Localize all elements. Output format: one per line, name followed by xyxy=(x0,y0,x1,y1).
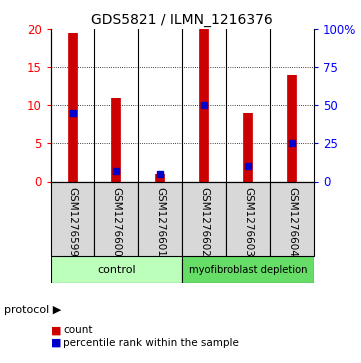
Text: GSM1276602: GSM1276602 xyxy=(199,187,209,257)
Bar xyxy=(51,256,182,283)
Text: GSM1276604: GSM1276604 xyxy=(287,187,297,257)
Bar xyxy=(95,182,138,256)
Text: myofibroblast depletion: myofibroblast depletion xyxy=(189,265,308,274)
Bar xyxy=(226,182,270,256)
Bar xyxy=(51,182,95,256)
Bar xyxy=(270,182,314,256)
Text: GSM1276600: GSM1276600 xyxy=(112,187,121,257)
Bar xyxy=(182,182,226,256)
Bar xyxy=(182,256,314,283)
Text: GSM1276603: GSM1276603 xyxy=(243,187,253,257)
Text: ■: ■ xyxy=(51,325,61,335)
Text: ■: ■ xyxy=(51,338,61,348)
Bar xyxy=(138,182,182,256)
Text: control: control xyxy=(97,265,136,274)
Text: GSM1276599: GSM1276599 xyxy=(68,187,78,257)
Title: GDS5821 / ILMN_1216376: GDS5821 / ILMN_1216376 xyxy=(91,13,273,26)
Text: percentile rank within the sample: percentile rank within the sample xyxy=(63,338,239,348)
Text: count: count xyxy=(63,325,93,335)
Text: protocol ▶: protocol ▶ xyxy=(4,305,61,315)
Text: GSM1276601: GSM1276601 xyxy=(155,187,165,257)
